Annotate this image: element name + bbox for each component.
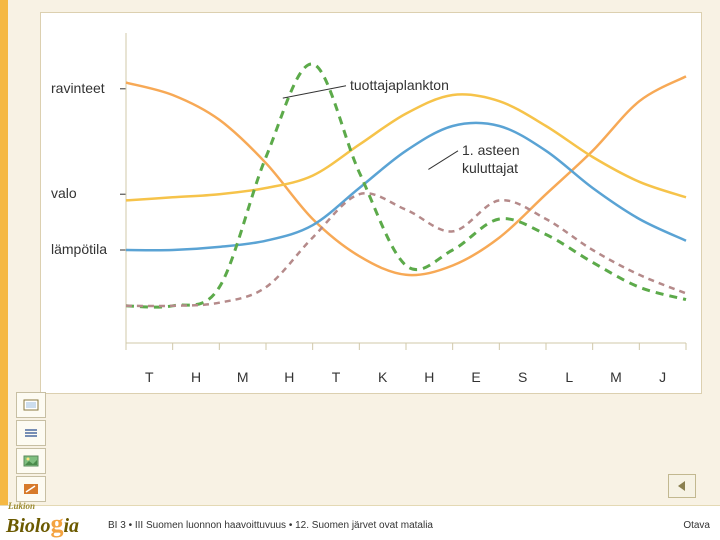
x-tick-label: S bbox=[518, 369, 527, 385]
series-valo bbox=[126, 94, 686, 200]
x-tick-label: H bbox=[191, 369, 201, 385]
x-tick-label: M bbox=[610, 369, 622, 385]
page-root: ravinteet valo lämpötila tuottajaplankton 1… bbox=[0, 0, 720, 540]
x-tick-label: J bbox=[659, 369, 666, 385]
x-axis-labels: THMHTKHESLMJ bbox=[41, 365, 701, 385]
y-label-lämpötila: lämpötila bbox=[51, 241, 107, 257]
arrow-left-icon bbox=[676, 480, 688, 492]
logo-subtitle: Lukion bbox=[8, 503, 79, 509]
nav-back-button[interactable] bbox=[668, 474, 696, 498]
chart-label: 1. asteen bbox=[462, 142, 520, 158]
y-label-valo: valo bbox=[51, 185, 77, 201]
breadcrumb: BI 3 • III Suomen luonnon haavoittuvuus … bbox=[108, 520, 433, 531]
outline-view-button[interactable] bbox=[16, 420, 46, 446]
chart-label: tuottajaplankton bbox=[350, 77, 449, 93]
accent-stripe bbox=[0, 0, 8, 540]
footer-bar: Lukion Biologia BI 3 • III Suomen luonno… bbox=[0, 505, 720, 540]
chart-panel: ravinteet valo lämpötila tuottajaplankton 1… bbox=[40, 12, 702, 394]
slide-view-button[interactable] bbox=[16, 392, 46, 418]
logo-text: Biologia bbox=[6, 515, 79, 537]
x-tick-label: T bbox=[332, 369, 341, 385]
series-1_asteen_kuluttajat bbox=[126, 193, 686, 306]
x-tick-label: E bbox=[471, 369, 480, 385]
x-tick-label: T bbox=[145, 369, 154, 385]
x-tick-label: L bbox=[565, 369, 573, 385]
publisher-label: Otava bbox=[683, 520, 710, 531]
picture-view-button[interactable] bbox=[16, 448, 46, 474]
series-tuottajaplankton bbox=[126, 64, 686, 307]
logo: Lukion Biologia bbox=[6, 503, 79, 539]
x-tick-label: H bbox=[284, 369, 294, 385]
view-toolbar bbox=[16, 392, 48, 504]
pen-tool-button[interactable] bbox=[16, 476, 46, 502]
series-ravinteet bbox=[126, 76, 686, 275]
chart-svg bbox=[41, 13, 701, 393]
chart-label: kuluttajat bbox=[462, 160, 518, 176]
x-tick-label: M bbox=[237, 369, 249, 385]
x-tick-label: H bbox=[424, 369, 434, 385]
y-label-ravinteet: ravinteet bbox=[51, 80, 105, 96]
x-tick-label: K bbox=[378, 369, 387, 385]
